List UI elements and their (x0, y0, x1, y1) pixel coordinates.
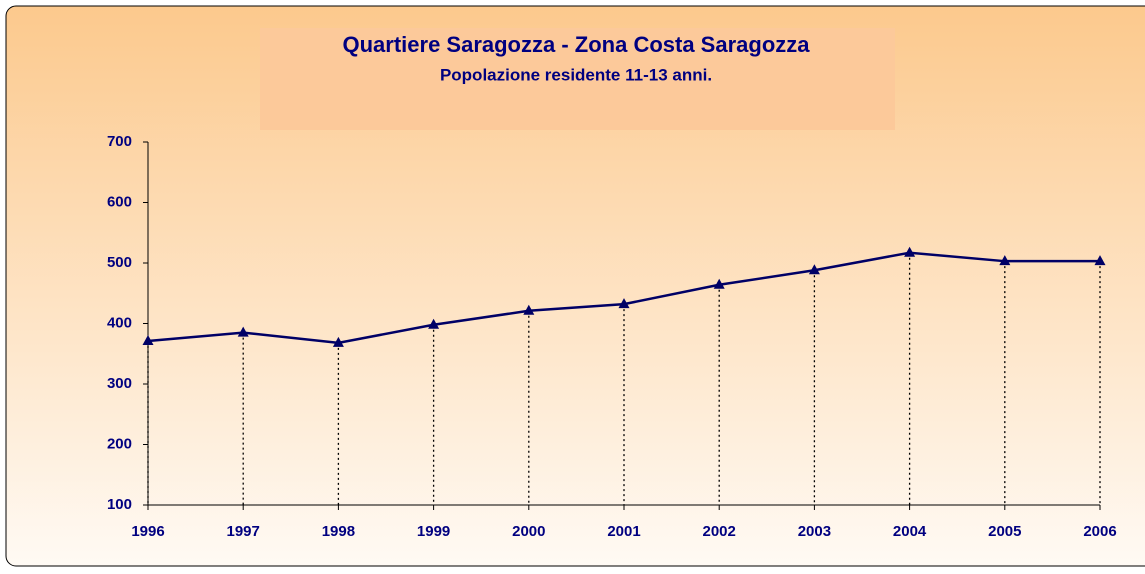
marker (713, 278, 725, 289)
x-tick-label: 1997 (227, 523, 260, 540)
y-tick-label: 200 (107, 435, 132, 452)
x-tick-label: 2006 (1083, 523, 1116, 540)
x-tick-label: 2004 (893, 523, 927, 540)
chart-subtitle: Popolazione residente 11-13 anni. (440, 65, 712, 84)
y-tick-label: 400 (107, 314, 132, 331)
x-tick-label: 2001 (607, 523, 640, 540)
marker (428, 318, 440, 329)
y-tick-label: 300 (107, 375, 132, 392)
title-box (260, 28, 895, 130)
y-tick-label: 600 (107, 193, 132, 210)
x-tick-label: 2000 (512, 523, 545, 540)
marker (618, 298, 630, 309)
marker (332, 336, 344, 347)
marker (808, 264, 820, 275)
marker (523, 304, 535, 315)
x-tick-label: 1998 (322, 523, 355, 540)
y-tick-label: 700 (107, 133, 132, 150)
x-tick-label: 2002 (703, 523, 736, 540)
x-tick-label: 1996 (131, 523, 164, 540)
marker (904, 246, 916, 257)
chart-title: Quartiere Saragozza - Zona Costa Saragoz… (342, 32, 810, 57)
marker (1094, 255, 1106, 266)
x-tick-label: 2003 (798, 523, 831, 540)
x-tick-label: 2005 (988, 523, 1021, 540)
marker (142, 335, 154, 346)
y-tick-label: 500 (107, 254, 132, 271)
y-tick-label: 100 (107, 496, 132, 513)
x-tick-label: 1999 (417, 523, 450, 540)
chart-frame (5, 5, 1145, 567)
marker (999, 255, 1011, 266)
marker (237, 326, 249, 337)
